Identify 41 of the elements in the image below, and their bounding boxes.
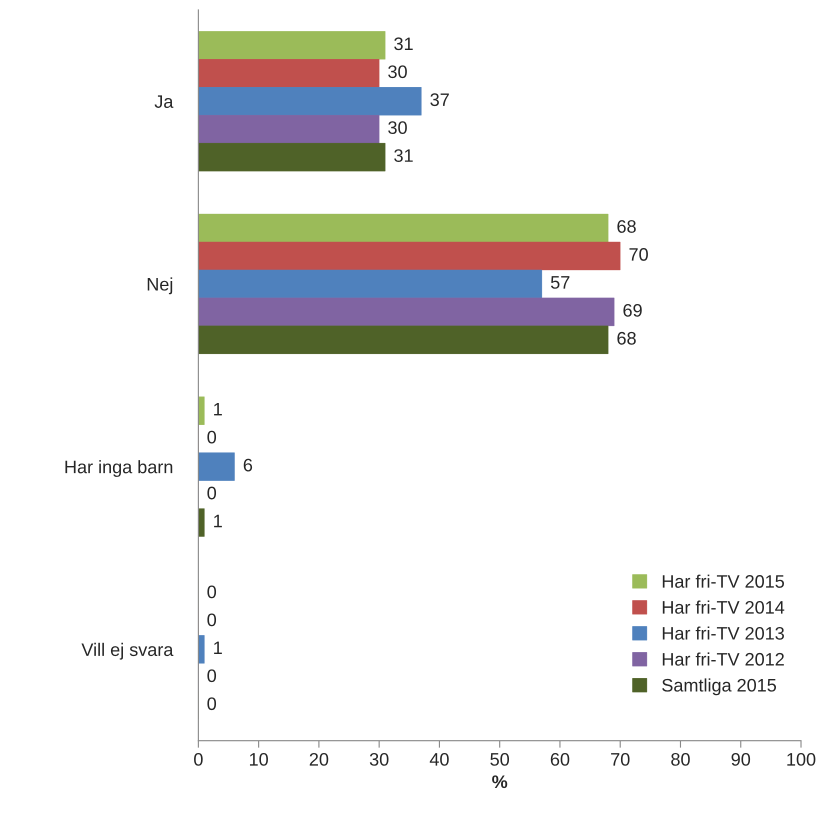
data-label: 1	[214, 514, 222, 528]
data-label: 6	[244, 458, 252, 472]
data-label: 31	[394, 37, 413, 50]
data-label: 68	[617, 220, 636, 233]
x-tick-label: 90	[732, 752, 750, 766]
legend-label: Samtliga 2015	[662, 678, 776, 696]
x-axis-title: %	[492, 775, 508, 788]
data-label: 30	[388, 121, 407, 134]
y-tick-label: Vill ej svara	[81, 642, 174, 660]
x-tick-label: 100	[787, 752, 816, 766]
legend-label: Har fri-TV 2014	[662, 600, 784, 614]
x-tick-label: 50	[490, 752, 510, 766]
data-label: 0	[207, 486, 216, 500]
data-label: 31	[394, 149, 413, 162]
data-label: 1	[214, 402, 222, 416]
x-tick-label: 30	[370, 752, 388, 766]
data-label: 0	[207, 613, 216, 626]
data-label: 30	[388, 65, 407, 78]
y-tick-label: Har inga barn	[65, 460, 172, 477]
x-tick-label: 80	[671, 752, 690, 766]
x-tick-label: 60	[550, 752, 570, 766]
legend-label: Har fri-TV 2012	[662, 652, 784, 666]
data-label: 70	[629, 248, 648, 261]
data-label: 1	[214, 642, 222, 654]
x-tick-label: 70	[611, 752, 630, 766]
y-tick-label: Ja	[154, 95, 174, 108]
data-label: 0	[207, 669, 216, 682]
legend-label: Har fri-TV 2013	[662, 626, 784, 640]
data-label: 0	[207, 586, 216, 598]
data-label: 57	[550, 276, 570, 289]
data-label: 68	[617, 332, 636, 345]
data-label: 37	[430, 93, 449, 106]
x-tick-label: 0	[194, 752, 203, 766]
data-label: 0	[207, 430, 216, 444]
x-tick-label: 20	[310, 752, 328, 766]
data-label: 69	[623, 304, 642, 317]
data-label: 0	[207, 697, 216, 710]
x-tick-label: 10	[250, 752, 268, 766]
y-tick-label: Nej	[148, 277, 172, 294]
legend-label: Har fri-TV 2015	[662, 574, 784, 588]
x-tick-label: 40	[430, 752, 449, 766]
